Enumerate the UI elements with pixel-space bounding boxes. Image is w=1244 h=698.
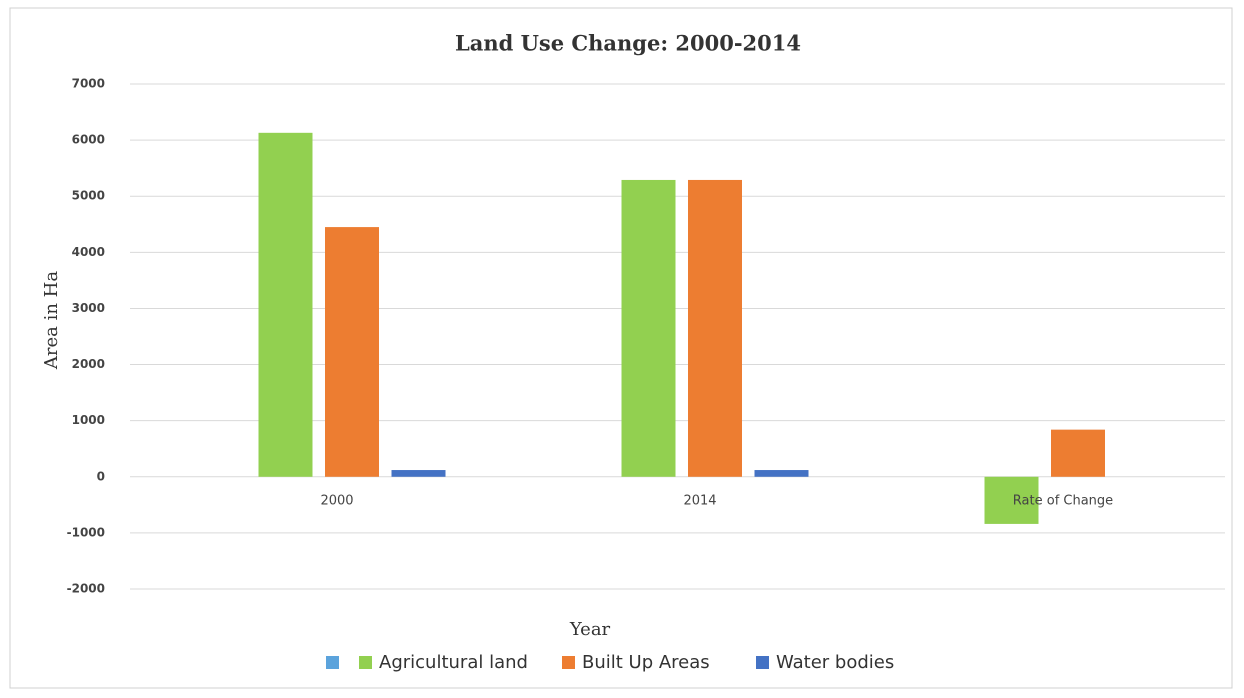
- y-tick-label: -1000: [67, 525, 105, 539]
- x-axis-label: Year: [569, 619, 611, 640]
- bar: [258, 132, 313, 477]
- bar: [688, 179, 742, 477]
- bar: [984, 476, 1039, 524]
- y-tick-label: -2000: [67, 582, 105, 596]
- legend-swatch: [756, 656, 769, 669]
- legend-label: Built Up Areas: [582, 652, 710, 673]
- y-tick-label: 3000: [72, 301, 105, 315]
- y-tick-label: 6000: [72, 133, 105, 147]
- legend-label: Water bodies: [776, 652, 894, 673]
- bar: [391, 470, 446, 477]
- y-tick-label: 1000: [72, 413, 105, 427]
- y-axis-label: Area in Ha: [41, 271, 62, 370]
- x-tick-label: 2014: [683, 494, 716, 509]
- bar: [325, 227, 379, 477]
- y-tick-label: 0: [97, 469, 105, 483]
- bar: [1051, 429, 1105, 477]
- chart-frame: [9, 7, 1233, 689]
- legend-swatch: [562, 656, 575, 669]
- legend-swatch: [359, 656, 372, 669]
- x-tick-label: 2000: [320, 494, 353, 509]
- y-tick-label: 4000: [72, 245, 105, 259]
- y-tick-label: 7000: [72, 77, 105, 91]
- y-tick-label: 2000: [72, 357, 105, 371]
- bar: [754, 470, 809, 477]
- legend-label: Agricultural land: [379, 652, 528, 673]
- y-tick-label: 5000: [72, 189, 105, 203]
- legend-swatch: [326, 656, 339, 669]
- chart-title: Land Use Change: 2000-2014: [455, 31, 801, 56]
- x-tick-label: Rate of Change: [1013, 494, 1113, 509]
- bar: [621, 179, 676, 477]
